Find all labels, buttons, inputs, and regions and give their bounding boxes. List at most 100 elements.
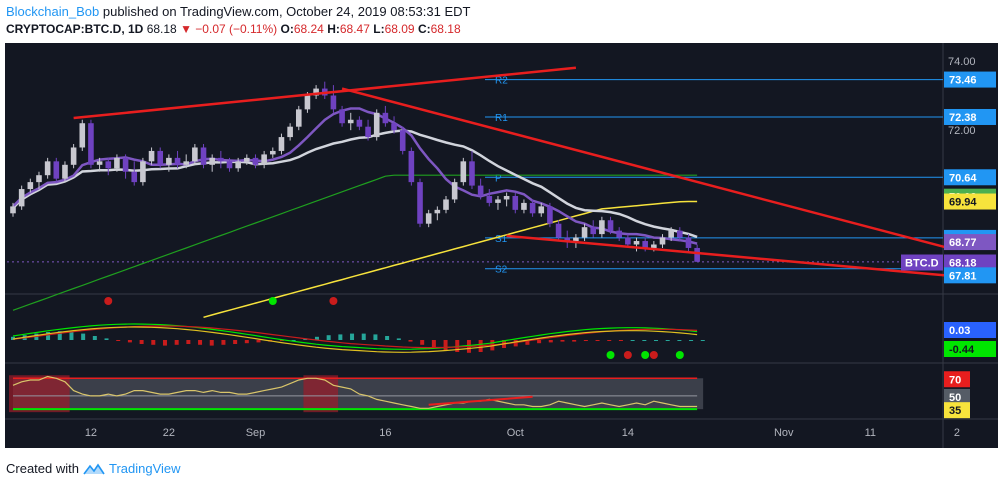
footer: Created with TradingView [6, 461, 181, 476]
price-tag [944, 254, 996, 271]
candle-body [555, 223, 562, 238]
ohlc-header: CRYPTOCAP:BTC.D, 1D 68.18 ▼ −0.07 (−0.11… [6, 22, 461, 36]
candle-body [105, 161, 112, 169]
pivot-label-r2: R2 [495, 76, 508, 87]
author-link[interactable]: Blockchain_Bob [6, 4, 100, 19]
time-tick-label: Nov [774, 427, 794, 439]
macd-histogram-bar [314, 336, 319, 340]
candle-body [36, 175, 42, 183]
macd-histogram-bar [139, 340, 144, 344]
macd-histogram-bar [630, 340, 635, 341]
candle-body [677, 230, 683, 238]
upper-resistance-line [73, 66, 577, 120]
candle-body [564, 237, 571, 242]
down-arrow-icon: ▼ [180, 22, 192, 36]
chart-header-title: Blockchain_Bob published on TradingView.… [6, 4, 470, 19]
rsi-line [12, 375, 698, 409]
candle-body [529, 202, 536, 214]
high-label: H: [327, 22, 340, 36]
price-tick-label: 72.00 [948, 125, 976, 137]
candle-body [469, 161, 475, 186]
candle-body [174, 157, 181, 165]
candle-body [27, 182, 34, 190]
candle-body [659, 237, 666, 245]
candle-body [590, 227, 597, 235]
macd-histogram-bar [583, 340, 588, 341]
pivot-label-s1: S1 [495, 234, 508, 245]
candle-body [521, 202, 527, 210]
candle-body [192, 147, 198, 162]
candle-body [443, 199, 449, 210]
macd-histogram-bar [396, 338, 401, 340]
last-price: 68.18 [146, 22, 177, 36]
macd-cross-dot [649, 351, 658, 359]
macd-cross-dot [268, 297, 277, 305]
low-value: 68.09 [384, 22, 415, 36]
candle-body [157, 150, 164, 165]
candle-body [244, 157, 250, 162]
macd-histogram-bar [338, 334, 343, 340]
candle-body [295, 109, 302, 127]
macd-histogram-bar [642, 340, 647, 341]
high-value: 68.47 [339, 22, 370, 36]
candle-body [53, 161, 60, 179]
macd-histogram-bar [256, 340, 261, 343]
macd-histogram-bar [431, 340, 436, 348]
macd-histogram-bar [689, 340, 694, 341]
rsi-overbought-zone [9, 375, 70, 413]
candle-body [547, 206, 553, 224]
macd-histogram-bar [654, 340, 659, 341]
candle-body [625, 237, 631, 245]
candle-body [365, 126, 371, 138]
candle-body [339, 109, 345, 124]
macd-histogram-bar [198, 340, 203, 345]
published-text: published on TradingView.com, October 24… [102, 4, 471, 19]
macd-histogram-bar [46, 332, 51, 340]
macd-histogram-bar [104, 338, 109, 340]
macd-histogram-bar [525, 340, 530, 345]
macd-cross-dot [623, 351, 632, 359]
macd-histogram-bar [548, 340, 553, 343]
macd-histogram-bar [537, 340, 542, 344]
chart-canvas[interactable]: R2 R1 P S1 S2 74.00 72.00 67.81 73.46 72.38 70.64 7… [5, 43, 998, 448]
time-tick-label: 14 [622, 427, 634, 439]
macd-histogram-bar [560, 340, 565, 342]
rsi-tag-label: 70 [949, 374, 961, 386]
rsi-trendline [428, 395, 533, 406]
candle-body [460, 161, 467, 183]
time-tick-label: 22 [163, 427, 175, 439]
macd-histogram-bar [361, 333, 366, 340]
tradingview-logo-icon [83, 463, 105, 474]
candle-body [18, 189, 25, 207]
macd-histogram-bar [116, 340, 121, 341]
candle-body [356, 119, 363, 127]
candle-body [140, 161, 146, 183]
candle-body [114, 157, 120, 169]
candle-body [486, 195, 493, 203]
chart-svg[interactable]: R2 R1 P S1 S2 74.00 72.00 67.81 73.46 72.38 70.64 7… [5, 43, 998, 448]
candle-body [166, 157, 172, 165]
candle-body [122, 157, 129, 172]
macd-cross-dot [329, 297, 338, 305]
candle-body [417, 182, 423, 224]
price-tag-label: 69.94 [949, 197, 977, 209]
candle-body [270, 150, 276, 155]
macd-histogram-bar [700, 340, 705, 341]
macd-histogram-bar [326, 335, 331, 340]
symbol-tag-label: BTC.D [905, 258, 939, 270]
candle-body [148, 150, 155, 162]
candle-body [685, 237, 692, 248]
close-value: 68.18 [430, 22, 461, 36]
tradingview-link[interactable]: TradingView [108, 461, 181, 476]
price-tag [944, 267, 996, 284]
candle-body [70, 147, 77, 165]
candle-body [503, 195, 510, 200]
candle-body [599, 220, 605, 235]
candle-body [607, 220, 614, 231]
macd-histogram-bar [244, 340, 249, 344]
candle-body [391, 123, 397, 131]
macd-histogram-bar [595, 340, 600, 341]
candle-body [131, 171, 138, 183]
candle-body [408, 150, 415, 183]
sma-fast-line [12, 107, 698, 245]
